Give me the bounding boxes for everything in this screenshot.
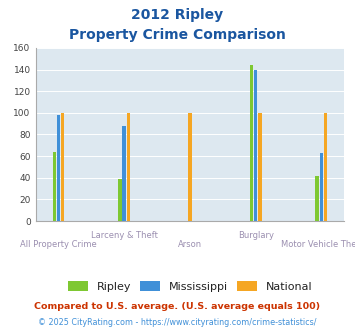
Text: Property Crime Comparison: Property Crime Comparison: [69, 28, 286, 42]
Text: © 2025 CityRating.com - https://www.cityrating.com/crime-statistics/: © 2025 CityRating.com - https://www.city…: [38, 318, 317, 327]
Bar: [53, 152, 56, 221]
Text: All Property Crime: All Property Crime: [20, 240, 97, 248]
Bar: [315, 176, 319, 221]
Bar: [258, 113, 262, 221]
Bar: [127, 113, 130, 221]
Bar: [324, 113, 327, 221]
Bar: [188, 113, 192, 221]
Bar: [122, 126, 126, 221]
Bar: [57, 115, 60, 221]
Text: Motor Vehicle Theft: Motor Vehicle Theft: [280, 240, 355, 248]
Text: Arson: Arson: [178, 240, 202, 248]
Bar: [254, 70, 257, 221]
Legend: Ripley, Mississippi, National: Ripley, Mississippi, National: [67, 280, 312, 292]
Text: Burglary: Burglary: [237, 231, 274, 240]
Text: Larceny & Theft: Larceny & Theft: [91, 231, 158, 240]
Bar: [118, 179, 122, 221]
Bar: [320, 153, 323, 221]
Text: 2012 Ripley: 2012 Ripley: [131, 8, 224, 22]
Bar: [250, 65, 253, 221]
Text: Compared to U.S. average. (U.S. average equals 100): Compared to U.S. average. (U.S. average …: [34, 302, 321, 311]
Bar: [61, 113, 65, 221]
